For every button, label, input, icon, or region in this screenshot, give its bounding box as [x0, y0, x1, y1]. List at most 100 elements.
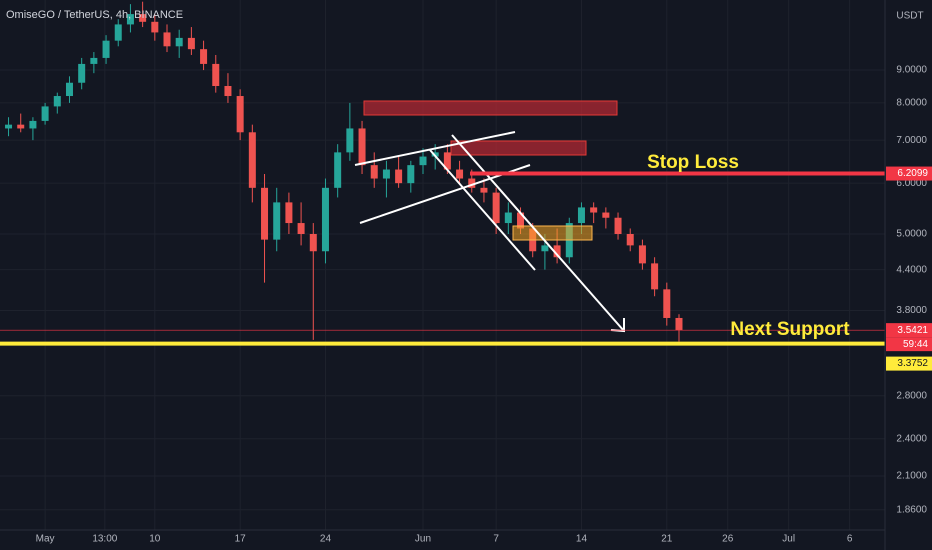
- y-tick-label: 8.0000: [896, 98, 927, 109]
- trend-line: [429, 149, 536, 271]
- axes: 1.8600 2.1000 2.4000 2.8000 3.8000 4.4000 5.00…: [36, 65, 932, 545]
- candle-body: [78, 63, 86, 83]
- candle-body: [382, 169, 390, 179]
- candle-body: [285, 202, 293, 224]
- candle-body: [346, 128, 354, 153]
- annotation: Stop Loss: [647, 152, 739, 173]
- candles: [5, 1, 683, 342]
- candle-body: [614, 217, 622, 234]
- y-tick-label: 1.8600: [896, 504, 927, 515]
- x-tick-label: 24: [320, 534, 332, 545]
- x-tick-label: 14: [576, 534, 588, 545]
- y-tick-label: 5.0000: [896, 229, 927, 240]
- candle-body: [419, 156, 427, 166]
- candle-body: [492, 192, 500, 224]
- candle-body: [114, 24, 122, 41]
- price-label: 3.5421: [897, 325, 928, 336]
- candle-body: [224, 85, 232, 97]
- x-tick-label: 26: [722, 534, 734, 545]
- candle-body: [504, 212, 512, 224]
- candle-body: [90, 57, 98, 64]
- candle-body: [139, 14, 147, 22]
- x-tick-label: 13:00: [92, 534, 117, 545]
- candle-body: [651, 263, 659, 290]
- candle-body: [200, 49, 208, 64]
- candle-body: [273, 202, 281, 240]
- x-tick-label: 21: [661, 534, 673, 545]
- candle-body: [297, 223, 305, 234]
- candle-body: [541, 245, 549, 252]
- annotation: Next Support: [730, 319, 850, 340]
- candle-body: [663, 289, 671, 318]
- candle-body: [321, 187, 329, 252]
- countdown: 59:44: [903, 339, 928, 350]
- countdown-box: [886, 337, 932, 352]
- grid: [0, 0, 885, 530]
- price-axis: [885, 0, 932, 550]
- candle-body: [456, 169, 464, 179]
- candle-body: [5, 124, 13, 129]
- candle-body: [577, 207, 585, 224]
- candle-body: [151, 21, 159, 33]
- price-lines: [0, 171, 885, 346]
- trend-lines: [354, 131, 625, 333]
- price-label-box: [886, 323, 932, 338]
- candle-body: [17, 124, 25, 129]
- candle-body: [163, 32, 171, 47]
- candle-body: [517, 212, 525, 229]
- x-tick-label: 10: [149, 534, 161, 545]
- candle-body: [395, 169, 403, 184]
- candle-body: [370, 165, 378, 179]
- candle-body: [407, 165, 415, 184]
- candle-body: [638, 245, 646, 264]
- candle-body: [65, 82, 73, 97]
- price-label-box: [886, 356, 932, 371]
- candle-body: [29, 120, 37, 129]
- price-label: 3.3752: [897, 358, 928, 369]
- zone-box: [512, 225, 593, 241]
- y-tick-label: 4.4000: [896, 264, 927, 275]
- candle-body: [126, 14, 134, 25]
- y-tick-label: 2.8000: [896, 390, 927, 401]
- candle-body: [468, 178, 476, 188]
- candle-body: [675, 317, 683, 331]
- candle-body: [187, 37, 195, 50]
- x-tick-label: Jul: [782, 534, 795, 545]
- candle-body: [248, 132, 256, 188]
- y-tick-label: 2.1000: [896, 471, 927, 482]
- x-tick-label: 6: [847, 534, 853, 545]
- price-label: 6.2099: [897, 168, 928, 179]
- x-tick-label: 7: [493, 534, 499, 545]
- candle-body: [553, 245, 561, 258]
- zone-box: [363, 100, 618, 116]
- trend-line: [354, 131, 516, 166]
- candle-body: [602, 212, 610, 218]
- candle-body: [53, 96, 61, 107]
- candle-body: [102, 40, 110, 58]
- x-tick-label: 17: [235, 534, 247, 545]
- chart-title: OmiseGO / TetherUS, 4h, BINANCE: [6, 9, 183, 21]
- candle-body: [212, 63, 220, 86]
- arrow: [451, 134, 625, 332]
- candle-body: [309, 233, 317, 252]
- candle-body: [175, 37, 183, 47]
- candle-body: [443, 152, 451, 170]
- candle-body: [261, 187, 269, 240]
- y-tick-label: 3.8000: [896, 305, 927, 316]
- candle-body: [334, 152, 342, 188]
- candle-body: [480, 187, 488, 193]
- y-tick-label: 7.0000: [896, 135, 927, 146]
- price-label-box: [886, 166, 932, 181]
- candle-body: [590, 207, 598, 213]
- candle-body: [358, 128, 366, 166]
- currency-label: USDT: [896, 11, 923, 22]
- x-tick-label: May: [36, 534, 55, 545]
- y-tick-label: 6.0000: [896, 178, 927, 189]
- candle-body: [626, 233, 634, 246]
- candle-body: [236, 96, 244, 133]
- zone-box: [450, 140, 587, 156]
- y-tick-label: 9.0000: [896, 65, 927, 76]
- candle-body: [41, 106, 49, 121]
